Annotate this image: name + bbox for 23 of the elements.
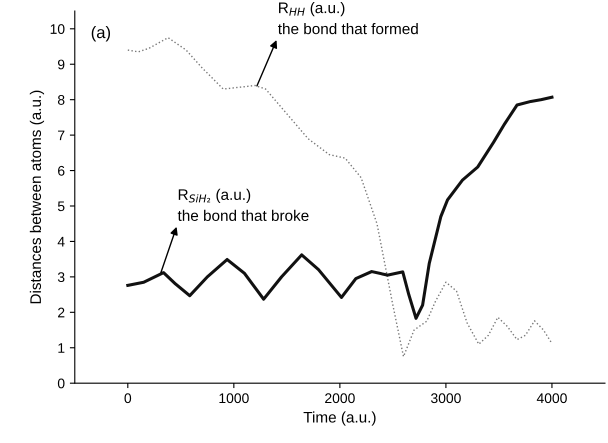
y-axis-title: Distances between atoms (a.u.) <box>30 90 44 304</box>
x-tick-label: 1000 <box>219 393 249 404</box>
y-tick-label: 1 <box>58 343 64 353</box>
y-tick-label: 7 <box>58 130 64 140</box>
x-axis-title: Time (a.u.) <box>304 411 376 426</box>
annotation: (a) <box>92 26 110 42</box>
x-tick-label: 0 <box>124 393 132 404</box>
y-tick-label: 8 <box>58 95 64 105</box>
annotation: R$_{HH}$ (a.u.) the bond that formed <box>278 2 418 34</box>
y-tick-label: 6 <box>58 166 64 176</box>
line-series <box>126 96 554 320</box>
y-tick-label: 0 <box>58 378 65 388</box>
y-tick-label: 10 <box>50 24 65 34</box>
x-tick-label: 3000 <box>430 393 461 404</box>
line-series <box>127 36 553 358</box>
y-tick-label: 3 <box>58 272 64 282</box>
y-tick-label: 9 <box>58 60 64 70</box>
annotation: R$_{SiH₂}$ (a.u.) the bond that broke <box>178 188 309 221</box>
y-tick-label: 5 <box>58 201 64 212</box>
y-tick-label: 2 <box>58 308 64 318</box>
x-tick-label: 2000 <box>325 393 355 404</box>
y-tick-label: 4 <box>58 236 65 246</box>
x-tick-label: 4000 <box>536 393 567 404</box>
